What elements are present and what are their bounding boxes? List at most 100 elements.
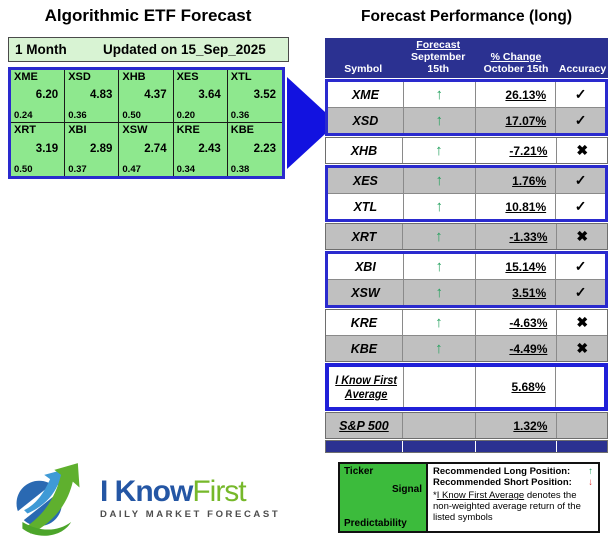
change-cell: 10.81%: [474, 194, 555, 219]
change-cell: -4.63%: [474, 310, 556, 335]
change-cell: 1.32%: [474, 413, 556, 438]
change-cell: 3.51%: [474, 280, 555, 305]
accuracy-cell-empty: [556, 413, 607, 438]
legend-notes: Recommended Long Position: ↑ Recommended…: [428, 464, 598, 531]
ticker-symbol: XES: [176, 71, 199, 83]
up-arrow-icon: ↑: [402, 168, 475, 193]
logo-text: I KnowFirst DAILY MARKET FORECAST: [100, 475, 280, 521]
predictability-value: 0.38: [230, 164, 250, 175]
table-row-xtl: XTL ↑ 10.81% ✓: [328, 193, 605, 219]
legend-predictability-label: Predictability: [344, 518, 407, 529]
up-arrow-icon: ↑: [402, 280, 475, 305]
signal-value: 2.89: [90, 142, 113, 155]
signal-value: 2.23: [253, 142, 276, 155]
period-bar: 1 Month Updated on 15_Sep_2025: [8, 37, 289, 62]
forecast-cell-xtl: XTL 3.52 0.36: [227, 70, 282, 123]
up-arrow-icon: ↑: [402, 108, 475, 133]
change-cell: 5.68%: [474, 367, 555, 407]
forecast-cell-xsd: XSD 4.83 0.36: [65, 70, 120, 123]
up-arrow-icon: ↑: [402, 82, 475, 107]
left-title: Algorithmic ETF Forecast: [44, 6, 252, 25]
symbol-cell: XSW: [351, 285, 380, 300]
ticker-symbol: KRE: [176, 124, 200, 136]
forecast-cell-xes: XES 3.64 0.20: [173, 70, 228, 123]
table-row-kbe: KBE ↑ -4.49% ✖: [326, 335, 607, 361]
table-row-sp500: S&P 500 1.32%: [326, 413, 607, 438]
accuracy-cell-empty: [554, 367, 605, 407]
legend-signal-label: Signal: [391, 484, 422, 495]
ticker-symbol: XME: [14, 71, 38, 83]
accuracy-check-icon: ✓: [555, 108, 605, 133]
forecast-cell-xhb: XHB 4.37 0.50: [119, 70, 174, 123]
header-forecast: Forecast September 15th: [411, 39, 466, 75]
accuracy-x-icon: ✖: [556, 224, 607, 249]
change-cell: -1.33%: [474, 224, 556, 249]
signal-value: 3.64: [198, 88, 221, 101]
row-section-xrt: XRT ↑ -1.33% ✖: [325, 223, 608, 250]
symbol-cell: KRE: [350, 315, 378, 330]
up-arrow-icon: ↑: [402, 194, 475, 219]
forecast-cell-xme: XME 6.20 0.24: [11, 70, 66, 123]
legend-footnote: *I Know First Average denotes the non-we…: [433, 490, 581, 523]
ticker-symbol: XSD: [68, 71, 91, 83]
symbol-cell: XHB: [350, 143, 378, 158]
signal-value: 6.20: [35, 88, 59, 101]
predictability-value: 0.50: [14, 164, 33, 175]
period-label: 1 Month: [15, 42, 67, 57]
predictability-value: 0.20: [176, 110, 196, 121]
row-group-2: XES ↑ 1.76% ✓ XTL ↑ 10.81% ✓: [325, 165, 608, 222]
row-section-sp500: S&P 500 1.32%: [325, 412, 608, 439]
ticker-symbol: XRT: [14, 124, 36, 136]
predictability-value: 0.36: [68, 110, 87, 121]
ticker-symbol: XTL: [230, 71, 252, 83]
row-group-1: XME ↑ 26.13% ✓ XSD ↑ 17.07% ✓: [325, 79, 608, 136]
up-arrow-icon: ↑: [401, 138, 475, 163]
up-arrow-icon: ↑: [401, 310, 475, 335]
predictability-value: 0.37: [68, 164, 87, 175]
change-cell: 17.07%: [474, 108, 555, 133]
logo-wordmark: I KnowFirst: [100, 475, 247, 508]
signal-value: 3.19: [35, 142, 59, 155]
table-row-kre: KRE ↑ -4.63% ✖: [326, 310, 607, 335]
ticker-symbol: XBI: [68, 124, 87, 136]
predictability-value: 0.24: [14, 110, 33, 121]
row-section-xhb: XHB ↑ -7.21% ✖: [325, 137, 608, 164]
table-row-xsw: XSW ↑ 3.51% ✓: [328, 279, 605, 305]
accuracy-check-icon: ✓: [555, 254, 605, 279]
table-row-xes: XES ↑ 1.76% ✓: [328, 168, 605, 193]
signal-value: 4.83: [90, 88, 113, 101]
symbol-cell: XTL: [353, 199, 378, 214]
accuracy-check-icon: ✓: [555, 168, 605, 193]
signal-value: 2.74: [144, 142, 167, 155]
signal-value: 2.43: [198, 142, 221, 155]
accuracy-check-icon: ✓: [555, 280, 605, 305]
header-change: % Change October 15th: [483, 51, 549, 75]
header-symbol: Symbol: [344, 63, 383, 75]
right-title: Forecast Performance (long): [360, 8, 573, 25]
down-arrow-icon: ↓: [588, 477, 593, 488]
change-cell: -7.21%: [474, 138, 556, 163]
table-row-xrt: XRT ↑ -1.33% ✖: [326, 224, 607, 249]
symbol-cell: XRT: [351, 229, 377, 244]
legend: Ticker Signal Predictability Recommended…: [338, 462, 600, 533]
table-row-xsd: XSD ↑ 17.07% ✓: [328, 107, 605, 133]
forecast-cell-kbe: KBE 2.23 0.38: [228, 123, 282, 176]
symbol-cell: XES: [352, 173, 378, 188]
row-section-average: I Know First Average 5.68%: [325, 363, 608, 411]
signal-value: 4.37: [144, 88, 167, 101]
accuracy-check-icon: ✓: [555, 194, 605, 219]
forecast-cell-empty: [401, 413, 475, 438]
table-footer: [325, 440, 608, 453]
up-arrow-icon: ↑: [588, 466, 593, 477]
forecast-cell-xbi: XBI 2.89 0.37: [65, 123, 120, 176]
up-arrow-icon: ↑: [401, 224, 475, 249]
header-accuracy: Accuracy: [558, 63, 607, 75]
symbol-cell: I Know First Average: [335, 373, 398, 401]
row-group-3: XBI ↑ 15.14% ✓ XSW ↑ 3.51% ✓: [325, 251, 608, 308]
predictability-value: 0.36: [230, 110, 250, 121]
predictability-value: 0.47: [122, 164, 141, 175]
performance-table: Symbol Forecast September 15th % Change …: [325, 38, 608, 453]
ticker-symbol: KBE: [230, 124, 255, 136]
predictability-value: 0.50: [122, 110, 141, 121]
